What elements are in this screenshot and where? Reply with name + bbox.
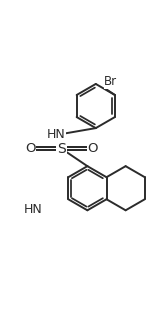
Text: HN: HN (47, 128, 66, 142)
Text: O: O (25, 142, 35, 155)
Text: O: O (87, 142, 98, 155)
Text: Br: Br (104, 75, 117, 88)
Text: S: S (57, 142, 66, 156)
Text: HN: HN (24, 203, 43, 216)
